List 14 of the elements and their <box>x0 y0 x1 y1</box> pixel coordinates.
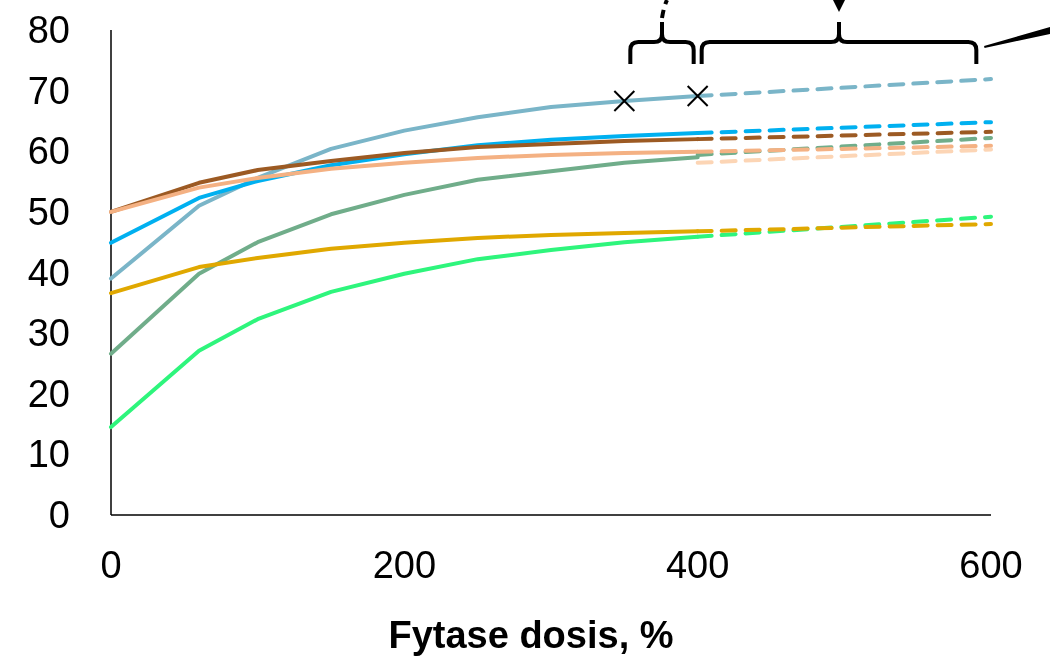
y-tick-label: 50 <box>27 190 70 233</box>
y-tick-label: 10 <box>27 433 70 476</box>
y-tick-label: 0 <box>48 494 70 536</box>
x-tick-label: 600 <box>959 544 1023 586</box>
y-tick-label: 40 <box>27 251 70 294</box>
y-tick-label: 30 <box>27 312 70 355</box>
y-tick-label: 80 <box>27 9 70 51</box>
x-tick-label: 200 <box>372 544 437 586</box>
x-tick-label: 0 <box>100 544 122 586</box>
x-tick-label: 400 <box>665 544 730 586</box>
y-tick-label: 70 <box>27 69 70 112</box>
y-tick-label: 20 <box>27 372 70 415</box>
y-tick-label: 60 <box>27 130 70 173</box>
x-axis-title: Fytase dosis, % <box>388 614 674 656</box>
